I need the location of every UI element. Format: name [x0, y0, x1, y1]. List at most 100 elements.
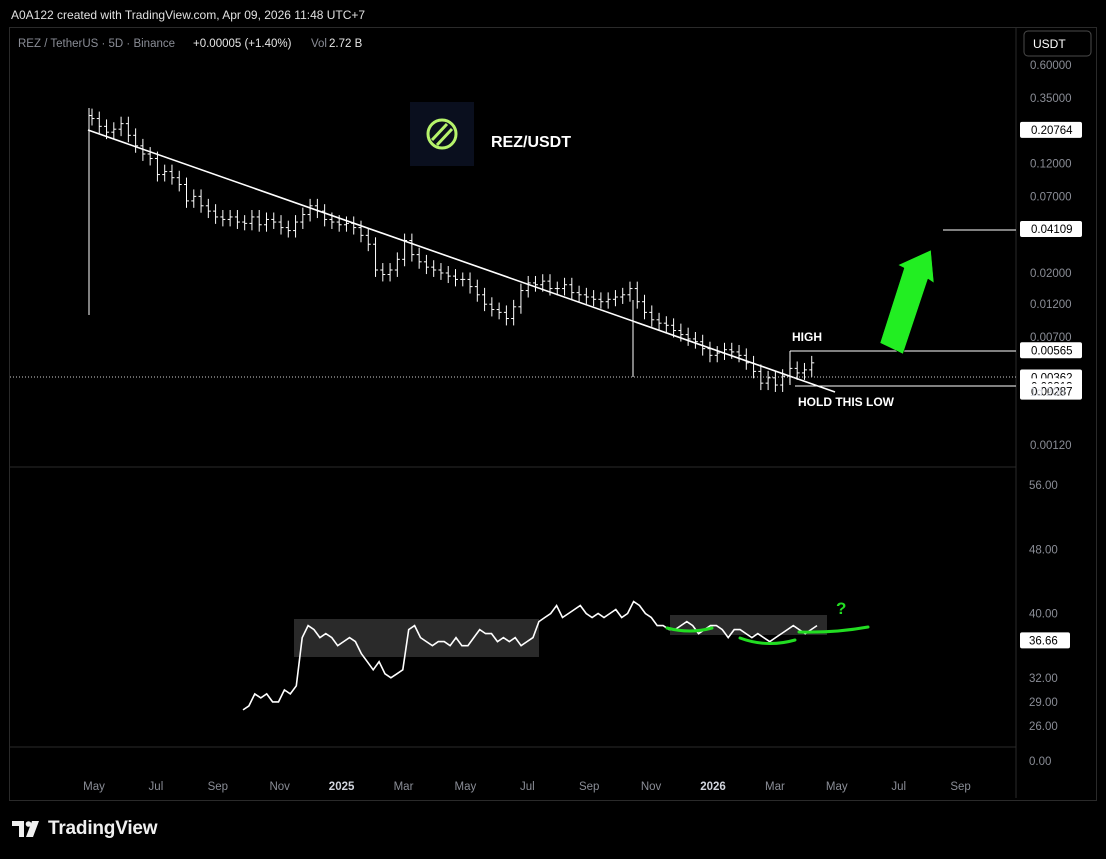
tradingview-logo[interactable]: TradingView: [12, 818, 158, 840]
time-tick-label: Jul: [520, 781, 535, 793]
ohlc-bar: [256, 210, 262, 232]
ohlc-bar: [743, 348, 749, 370]
ohlc-bar: [794, 361, 800, 380]
time-tick-label: 2025: [329, 781, 355, 793]
ohlc-bar: [154, 151, 160, 182]
ohlc-bar: [373, 237, 379, 277]
price-label-text: 0.00287: [1031, 387, 1073, 399]
ohlc-bar: [518, 283, 524, 314]
price-label-box: 0.04109: [1020, 220, 1082, 237]
time-tick-label: Jul: [149, 781, 164, 793]
ohlc-bar: [278, 215, 284, 235]
green-arc-3: [797, 625, 870, 634]
time-tick-label: Mar: [394, 781, 414, 793]
price-tick-label: 0.00120: [1030, 440, 1072, 452]
oscillator-tick-label: 40.00: [1029, 609, 1058, 621]
time-tick-label: Nov: [641, 781, 662, 793]
ohlc-bar: [249, 210, 255, 231]
time-tick-label: Mar: [765, 781, 785, 793]
time-tick-label: 2026: [700, 781, 726, 793]
ohlc-bar: [198, 189, 204, 213]
ohlc-bar: [285, 220, 291, 238]
ohlc-bar: [365, 228, 371, 252]
ohlc-bar: [271, 212, 277, 229]
ohlc-bar: [598, 292, 604, 309]
ohlc-bar: [322, 204, 328, 227]
ohlc-bar: [496, 302, 502, 320]
time-tick-label: Nov: [269, 781, 290, 793]
ohlc-bar: [234, 210, 240, 229]
ohlc-bar: [511, 299, 517, 326]
ohlc-bar: [562, 277, 568, 296]
ohlc-bar: [89, 108, 95, 126]
price-tick-label: 0.35000: [1030, 93, 1072, 105]
ohlc-bar: [649, 305, 655, 327]
ohlc-bar: [634, 281, 640, 309]
price-label-text: 0.04109: [1031, 224, 1073, 236]
ohlc-bar: [220, 210, 226, 227]
ohlc-bar: [416, 247, 422, 269]
ohlc-bar: [467, 272, 473, 294]
ohlc-bar: [402, 233, 408, 267]
price-tick-label: 0.01200: [1030, 299, 1072, 311]
ohlc-bar: [642, 294, 648, 320]
green-arc-2: [738, 636, 797, 645]
ohlc-bar: [685, 327, 691, 346]
ohlc-bar: [147, 147, 153, 166]
ohlc-bar: [205, 198, 211, 219]
time-tick-label: Sep: [950, 781, 970, 793]
ohlc-bar: [351, 216, 357, 235]
price-axis: 0.60000 0.35000 0.12000 0.07000 0.02000 0.012…: [1030, 60, 1072, 452]
oscillator-tick-label: 32.00: [1029, 673, 1058, 685]
price-change: +0.00005 (+1.40%): [193, 38, 292, 50]
oscillator-value-text: 36.66: [1029, 635, 1058, 647]
time-tick-label: May: [826, 781, 848, 793]
chart-frame: [9, 27, 1097, 801]
ohlc-bar: [242, 215, 248, 231]
ohlc-bar: [445, 266, 451, 284]
ohlc-bar: [765, 370, 771, 391]
ohlc-bar: [133, 128, 139, 153]
ohlc-bar: [525, 275, 531, 298]
volume-label: Vol: [311, 38, 327, 50]
price-label-box: 0.20764: [1020, 121, 1082, 138]
rez-logo-icon: [426, 118, 458, 150]
high-annotation: HIGH: [792, 330, 822, 344]
ohlc-bar: [162, 164, 168, 182]
symbol-description: REZ / TetherUS · 5D · Binance: [18, 38, 175, 50]
ohlc-bar: [576, 285, 582, 302]
price-labels: 0.207640.041090.005650.003620.003130.002…: [1020, 121, 1082, 400]
countdown-label: 1d 20h: [1030, 387, 1065, 399]
tradingview-brand: TradingView: [48, 818, 158, 839]
ohlc-bar: [772, 370, 778, 392]
ohlc-bar: [438, 263, 444, 280]
tradingview-logo-icon: [12, 821, 39, 837]
ohlc-bar: [307, 198, 313, 222]
time-tick-label: May: [455, 781, 477, 793]
ohlc-bar: [387, 263, 393, 282]
currency-button[interactable]: USDT: [1023, 30, 1092, 57]
oscillator-tick-label: 56.00: [1029, 480, 1058, 492]
time-tick-label: May: [83, 781, 105, 793]
ohlc-bar: [118, 116, 124, 137]
ohlc-bar: [671, 318, 677, 338]
ohlc-bar: [394, 252, 400, 277]
ohlc-bars: [89, 108, 815, 392]
oscillator-tick-label: 29.00: [1029, 697, 1058, 709]
ohlc-bar: [482, 287, 488, 312]
ohlc-bar: [532, 275, 538, 292]
price-tick-label: 0.00700: [1030, 332, 1072, 344]
price-tick-label: 0.12000: [1030, 158, 1072, 170]
ohlc-bar: [314, 198, 320, 219]
ohlc-bar: [263, 212, 269, 232]
ohlc-bar: [620, 287, 626, 304]
ohlc-bar: [96, 111, 102, 134]
oscillator-tick-label: 0.00: [1029, 756, 1051, 768]
price-label-box: 0.00287: [1020, 383, 1082, 400]
ohlc-bar: [453, 269, 458, 287]
time-axis: May Jul Sep Nov 2025 Mar May Jul Sep Nov 2026 Mar Ma…: [83, 781, 971, 793]
question-mark: ?: [836, 599, 846, 618]
ohlc-bar: [736, 344, 742, 363]
currency-label: USDT: [1033, 37, 1066, 51]
